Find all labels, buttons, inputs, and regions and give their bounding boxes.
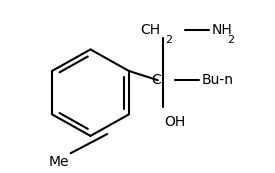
Text: NH: NH xyxy=(211,23,232,37)
Text: OH: OH xyxy=(165,115,186,129)
Text: 2: 2 xyxy=(227,35,234,45)
Text: Bu-n: Bu-n xyxy=(201,73,233,87)
Text: C: C xyxy=(151,73,161,87)
Text: CH: CH xyxy=(141,23,161,37)
Text: Me: Me xyxy=(48,155,69,169)
Text: 2: 2 xyxy=(165,35,172,45)
